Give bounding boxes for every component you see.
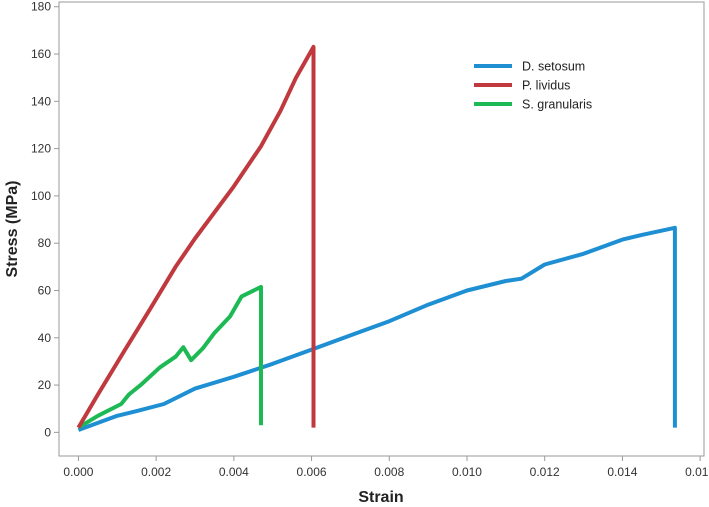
series-line-d-setosum xyxy=(77,225,677,432)
x-tick-label: 0.012 xyxy=(530,465,560,479)
y-tick-label: 120 xyxy=(31,142,51,156)
y-tick-label: 80 xyxy=(38,236,52,250)
y-tick-label: 140 xyxy=(31,94,51,108)
y-axis-ticks: 0 20 40 60 80 100 120 140 160 180 xyxy=(31,0,59,439)
y-tick-label: 60 xyxy=(38,283,52,297)
y-tick-label: 180 xyxy=(31,0,51,14)
x-tick-label: 0.000 xyxy=(63,465,93,479)
x-tick-label: 0.016 xyxy=(685,465,709,479)
y-axis-title: Stress (MPa) xyxy=(4,181,21,278)
series-line-s-granularis xyxy=(77,284,263,430)
y-tick-label: 20 xyxy=(38,378,52,392)
legend: D. setosum P. lividus S. granularis xyxy=(474,60,592,112)
legend-label: D. setosum xyxy=(522,60,585,74)
x-axis-title: Strain xyxy=(358,489,403,506)
y-tick-label: 100 xyxy=(31,189,51,203)
x-tick-label: 0.006 xyxy=(297,465,327,479)
y-tick-label: 160 xyxy=(31,47,51,61)
y-tick-label: 0 xyxy=(44,425,51,439)
x-tick-label: 0.014 xyxy=(607,465,637,479)
series-layer xyxy=(76,44,677,432)
legend-label: S. granularis xyxy=(522,98,592,112)
x-tick-label: 0.002 xyxy=(141,465,171,479)
x-axis-ticks: 0.000 0.002 0.004 0.006 0.008 0.010 0.012 0.014… xyxy=(63,456,709,479)
legend-label: P. lividus xyxy=(522,79,570,93)
plot-frame xyxy=(58,1,705,457)
x-tick-label: 0.010 xyxy=(452,465,482,479)
y-tick-label: 40 xyxy=(38,331,52,345)
series-line-p-lividus xyxy=(76,44,316,429)
x-tick-label: 0.008 xyxy=(374,465,404,479)
x-tick-label: 0.004 xyxy=(219,465,249,479)
